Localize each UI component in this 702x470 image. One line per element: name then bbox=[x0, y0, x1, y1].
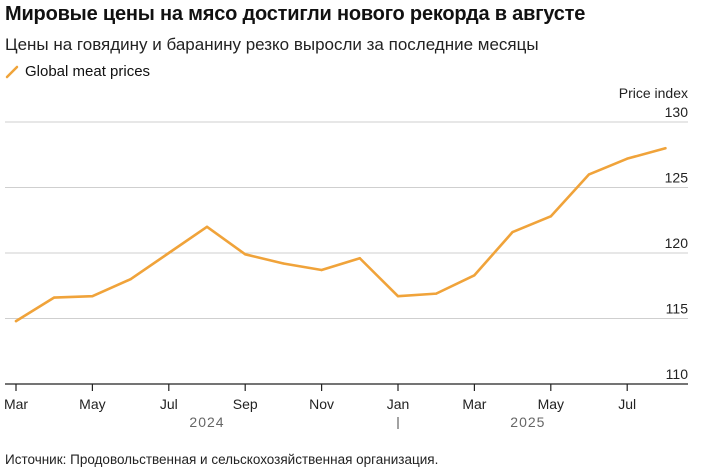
year-label-2024: 2024 bbox=[189, 414, 224, 430]
chart-title: Мировые цены на мясо достигли нового рек… bbox=[5, 3, 586, 25]
data-point-2025-03 bbox=[473, 274, 476, 277]
series-layer bbox=[14, 146, 667, 323]
data-point-2025-04 bbox=[511, 230, 514, 234]
data-point-2024-12 bbox=[358, 257, 361, 260]
y-tick-label-110: 110 bbox=[666, 366, 689, 382]
x-tick-label-2024-11: Nov bbox=[309, 396, 334, 412]
y-tick-label-120: 120 bbox=[665, 235, 689, 251]
y-axis-title: Price index bbox=[619, 85, 688, 101]
x-tick-label-2025-05: May bbox=[538, 396, 564, 412]
x-tick-label-2025-01: Jan bbox=[387, 396, 410, 412]
data-point-2025-02 bbox=[435, 292, 438, 295]
series-line-0 bbox=[14, 146, 667, 323]
x-tick-label-2024-07: Jul bbox=[160, 396, 178, 412]
x-axis: Mar May Jul Sep Nov Jan Mar May Jul 2024 2025 bbox=[4, 383, 688, 430]
data-point-2024-05 bbox=[91, 295, 94, 298]
y-tick-label-130: 130 bbox=[665, 104, 689, 120]
data-point-2024-06 bbox=[129, 278, 132, 281]
x-tick-label-2024-09: Sep bbox=[233, 396, 258, 412]
y-tick-label-115: 115 bbox=[666, 301, 689, 317]
data-point-2024-03 bbox=[14, 319, 18, 323]
data-point-2025-07 bbox=[626, 157, 629, 160]
data-point-2024-08 bbox=[205, 225, 209, 228]
data-point-2024-09 bbox=[244, 253, 247, 256]
x-tick-label-2025-07: Jul bbox=[618, 396, 636, 412]
data-point-2025-06 bbox=[587, 173, 591, 176]
legend: Global meat prices bbox=[5, 63, 150, 80]
data-point-2024-04 bbox=[53, 296, 56, 299]
data-point-2024-11 bbox=[320, 268, 323, 272]
data-point-2024-10 bbox=[282, 262, 285, 265]
x-tick-label-2024-05: May bbox=[79, 396, 105, 412]
source-note: Источник: Продовольственная и сельскохоз… bbox=[5, 452, 439, 467]
chart-subtitle: Цены на говядину и баранину резко выросл… bbox=[5, 35, 539, 54]
y-axis-ticks: 110 115 120 125 130 bbox=[665, 104, 689, 382]
y-tick-label-125: 125 bbox=[665, 170, 689, 186]
data-point-2025-05 bbox=[549, 215, 552, 218]
x-tick-label-2024-03: Mar bbox=[4, 396, 28, 412]
legend-line-icon bbox=[5, 65, 19, 78]
year-label-2025: 2025 bbox=[510, 414, 545, 430]
legend-label: Global meat prices bbox=[25, 63, 151, 80]
data-point-2024-07 bbox=[167, 251, 170, 255]
gridlines bbox=[5, 121, 688, 319]
data-point-2025-08 bbox=[664, 147, 667, 150]
data-point-2025-01 bbox=[396, 295, 400, 298]
x-tick-label-2025-03: Mar bbox=[462, 396, 486, 412]
